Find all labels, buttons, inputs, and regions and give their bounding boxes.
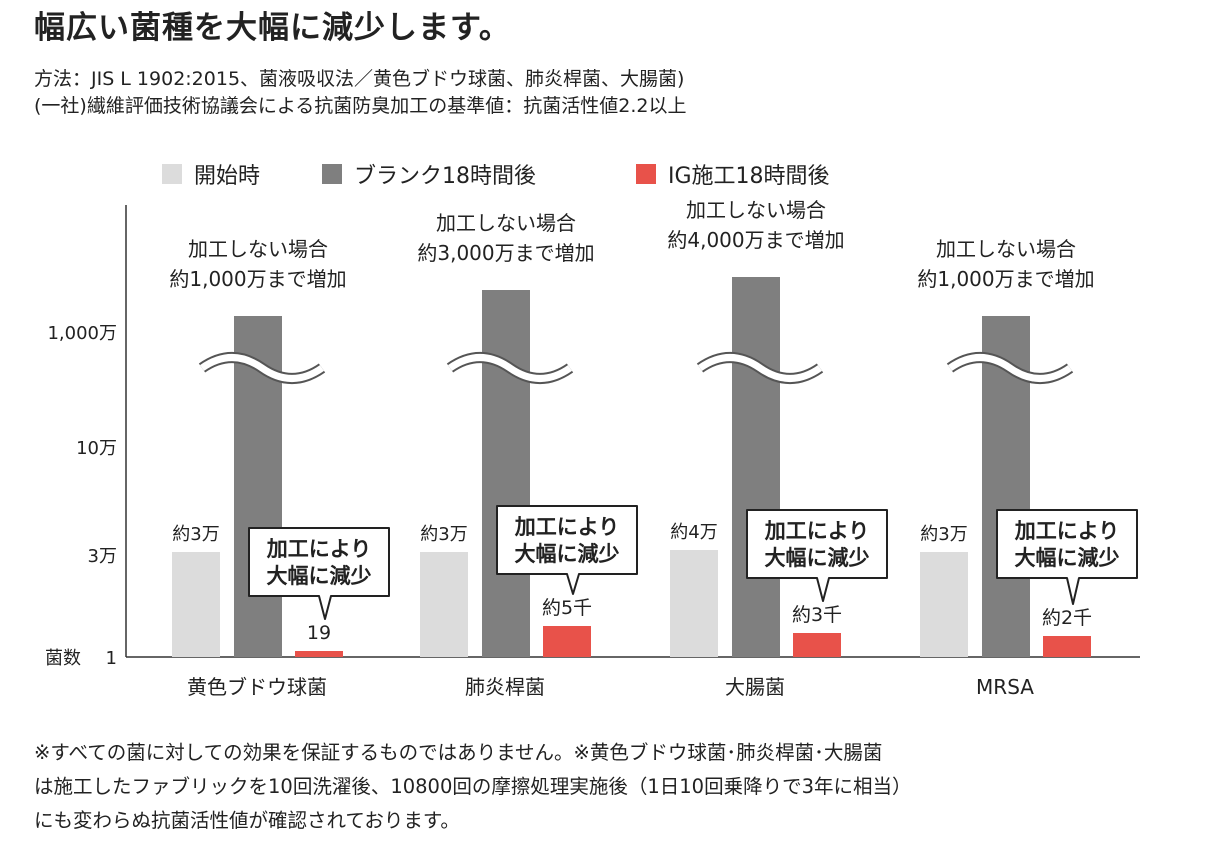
callout-text: 大幅に減少	[1015, 546, 1120, 570]
footnote-line: ※すべての菌に対しての効果を保証するものではありません。※黄色ブドウ球菌･肺炎桿…	[34, 741, 883, 764]
legend-swatch	[322, 164, 342, 184]
blank-annotation: 約1,000万まで増加	[917, 267, 1094, 291]
blank-annotation: 加工しない場合	[436, 211, 576, 235]
blank-annotation: 約1,000万まで増加	[169, 267, 346, 291]
callout-text: 加工により	[266, 537, 372, 561]
bar-2	[543, 626, 591, 657]
bar-2	[295, 651, 343, 657]
legend-label: 開始時	[194, 164, 260, 189]
callout-text: 加工により	[764, 519, 870, 543]
ig-value-label: 19	[307, 622, 331, 644]
y-tick-label: 10万	[76, 438, 117, 459]
callout-text: 加工により	[1014, 519, 1120, 543]
blank-annotation: 加工しない場合	[188, 237, 328, 261]
axis-break-icon	[199, 354, 325, 382]
footnote: ※すべての菌に対しての効果を保証するものではありません。※黄色ブドウ球菌･肺炎桿…	[34, 736, 911, 838]
ig-value-label: 約2千	[1042, 607, 1092, 629]
bar-1	[482, 290, 530, 657]
callout-box	[248, 527, 390, 620]
callout-box	[746, 509, 888, 602]
axis-break-icon	[697, 354, 823, 382]
x-category-label: 大腸菌	[725, 675, 785, 699]
blank-annotation: 約3,000万まで増加	[417, 241, 594, 265]
start-value-label: 約3万	[172, 524, 219, 545]
callout-box	[496, 505, 638, 595]
x-category-label: 肺炎桿菌	[465, 675, 545, 699]
ig-value-label: 約5千	[542, 597, 592, 619]
bar-2	[793, 633, 841, 657]
callout-text: 大幅に減少	[765, 546, 870, 570]
x-category-label: MRSA	[976, 675, 1034, 699]
method-line: (一社)繊維評価技術協議会による抗菌防臭加工の基準値：抗菌活性値2.2以上	[34, 95, 687, 117]
blank-annotation: 加工しない場合	[686, 198, 826, 222]
bar-0	[172, 552, 220, 657]
callout-text: 加工により	[514, 515, 620, 539]
callout-text: 大幅に減少	[267, 564, 372, 588]
axis-break-icon	[947, 354, 1073, 382]
bar-0	[670, 550, 718, 657]
start-value-label: 約3万	[920, 524, 967, 545]
bar-0	[920, 552, 968, 657]
footnote-line: にも変わらぬ抗菌活性値が確認されております。	[34, 809, 460, 832]
footnote-line: は施工したファブリックを10回洗濯後、10800回の摩擦処理実施後（1日10回乗…	[34, 775, 912, 798]
x-category-label: 黄色ブドウ球菌	[187, 675, 327, 699]
y-tick-label: 1	[106, 648, 117, 669]
start-value-label: 約4万	[670, 522, 717, 543]
y-tick-label: 3万	[88, 546, 117, 567]
bar-1	[732, 277, 780, 657]
method-text: 方法：JIS L 1902:2015、菌液吸収法／黄色ブドウ球菌、肺炎桿菌、大腸…	[34, 66, 686, 120]
axis-break-icon	[447, 354, 573, 382]
callout-box	[996, 509, 1138, 605]
y-tick-label: 1,000万	[47, 323, 117, 344]
bar-0	[420, 552, 468, 657]
start-value-label: 約3万	[420, 524, 467, 545]
legend-swatch	[162, 164, 182, 184]
blank-annotation: 加工しない場合	[936, 237, 1076, 261]
legend-label: IG施工18時間後	[668, 164, 830, 189]
bar-2	[1043, 636, 1091, 657]
legend-swatch	[636, 164, 656, 184]
callout-text: 大幅に減少	[515, 542, 620, 566]
blank-annotation: 約4,000万まで増加	[667, 228, 844, 252]
legend-label: ブランク18時間後	[354, 164, 536, 189]
y-axis-label: 菌数	[45, 648, 81, 669]
page-title: 幅広い菌種を大幅に減少します。	[34, 10, 511, 46]
method-line: 方法：JIS L 1902:2015、菌液吸収法／黄色ブドウ球菌、肺炎桿菌、大腸…	[34, 68, 685, 90]
ig-value-label: 約3千	[792, 604, 842, 626]
